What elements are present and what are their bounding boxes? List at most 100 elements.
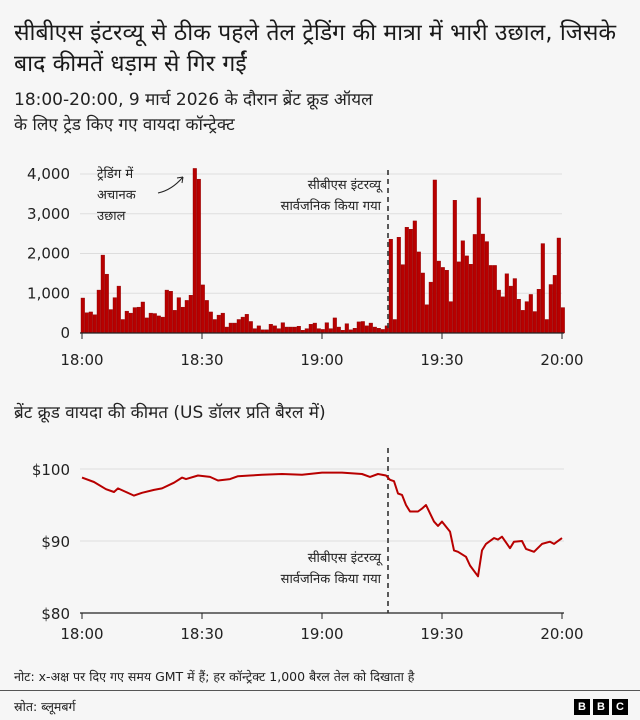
volume-bar — [192, 168, 197, 334]
volume-bar — [492, 265, 497, 334]
volume-bar — [444, 269, 449, 334]
y-tick-label: $90 — [41, 533, 70, 551]
volume-bar — [172, 310, 177, 334]
volume-bar — [392, 319, 397, 334]
volume-bar — [84, 312, 89, 334]
volume-bar — [496, 289, 501, 334]
spike-annotation: अचानक — [97, 188, 137, 203]
volume-bar — [356, 321, 361, 334]
volume-bar — [460, 240, 465, 334]
volume-bar — [324, 322, 329, 334]
volume-bar — [164, 289, 169, 334]
volume-bar — [224, 326, 229, 334]
volume-bar — [116, 285, 121, 334]
footer-divider — [0, 690, 640, 691]
volume-bar — [296, 326, 301, 334]
volume-bar — [180, 306, 185, 334]
x-tick-label: 18:00 — [60, 351, 103, 369]
volume-bar — [304, 328, 309, 334]
volume-bar — [512, 278, 517, 334]
bbc-logo-c: C — [612, 699, 628, 715]
volume-bar — [156, 315, 161, 334]
volume-bar — [516, 299, 521, 334]
x-tick-label: 20:00 — [540, 351, 583, 369]
volume-bar — [288, 326, 293, 334]
volume-bar — [476, 197, 481, 334]
y-tick-label: $100 — [32, 461, 70, 479]
y-tick-label: 4,000 — [27, 165, 70, 183]
volume-bar — [520, 310, 525, 334]
x-tick-label: 20:00 — [540, 625, 583, 643]
volume-bar — [424, 304, 429, 334]
volume-bar — [336, 326, 341, 334]
source-text: स्रोत: ब्लूमबर्ग — [14, 699, 76, 714]
y-tick-label: 0 — [60, 324, 70, 342]
volume-bar — [232, 322, 237, 334]
volume-bar — [80, 297, 85, 334]
volume-bar — [352, 328, 357, 334]
subtitle-line-2: के लिए ट्रेड किए गए वायदा कॉन्ट्रेक्ट — [14, 115, 235, 135]
volume-bar — [256, 325, 261, 334]
price-line — [81, 471, 563, 578]
y-tick-label: 3,000 — [27, 205, 70, 223]
volume-bar — [332, 317, 337, 334]
volume-bar — [108, 309, 113, 334]
x-tick-label: 19:00 — [300, 625, 343, 643]
volume-bar — [120, 319, 125, 334]
x-tick-label: 18:30 — [180, 625, 223, 643]
volume-bar — [196, 178, 201, 334]
y-tick-label: 1,000 — [27, 284, 70, 302]
x-tick-label: 19:30 — [420, 625, 463, 643]
bbc-logo-b2: B — [593, 699, 609, 715]
volume-bar — [316, 328, 321, 334]
volume-bar — [200, 284, 205, 334]
volume-bar — [100, 254, 105, 334]
volume-bar — [544, 319, 549, 334]
bbc-logo-b1: B — [574, 699, 590, 715]
volume-bar — [268, 324, 273, 334]
volume-bar — [484, 241, 489, 334]
volume-bar — [204, 300, 209, 334]
volume-bar — [368, 322, 373, 334]
volume-bar — [532, 311, 537, 334]
x-tick-label: 19:00 — [300, 351, 343, 369]
volume-bar — [408, 229, 413, 334]
volume-bar — [152, 313, 157, 334]
volume-bar — [360, 321, 365, 334]
volume-bar — [168, 291, 173, 334]
chart-subtitle: 18:00-20:00, 9 मार्च 2026 के दौरान ब्रें… — [14, 88, 373, 138]
volume-bar — [376, 328, 381, 334]
volume-bar — [552, 275, 557, 334]
volume-bar — [508, 285, 513, 334]
bbc-logo: B B C — [574, 699, 628, 715]
volume-bar — [212, 319, 217, 334]
volume-bar — [104, 273, 109, 334]
volume-bar — [428, 281, 433, 334]
interview-annotation: सीबीएस इंटरव्यू — [308, 550, 383, 566]
volume-bar — [500, 296, 505, 334]
arrow-head-icon — [176, 176, 184, 184]
volume-bar — [372, 326, 377, 334]
volume-bar — [184, 300, 189, 334]
volume-bar — [308, 324, 313, 334]
volume-bar — [88, 311, 93, 334]
volume-bar — [216, 314, 221, 334]
subtitle-line-1: 18:00-20:00, 9 मार्च 2026 के दौरान ब्रें… — [14, 90, 373, 110]
volume-bar — [220, 312, 225, 334]
volume-bar — [244, 314, 249, 334]
volume-bar — [416, 251, 421, 334]
x-tick-label: 19:30 — [420, 351, 463, 369]
volume-bar — [480, 233, 485, 334]
annotation-arrow — [157, 176, 184, 194]
volume-bar — [404, 227, 409, 334]
volume-bar — [560, 307, 565, 334]
volume-bar — [128, 312, 133, 334]
volume-bar — [464, 255, 469, 334]
volume-bar — [504, 273, 509, 334]
volume-bar — [276, 328, 281, 334]
chart-headline: सीबीएस इंटरव्यू से ठीक पहले तेल ट्रेडिंग… — [14, 20, 617, 77]
volume-bar — [236, 319, 241, 334]
volume-bar — [92, 314, 97, 334]
volume-bar — [420, 272, 425, 334]
